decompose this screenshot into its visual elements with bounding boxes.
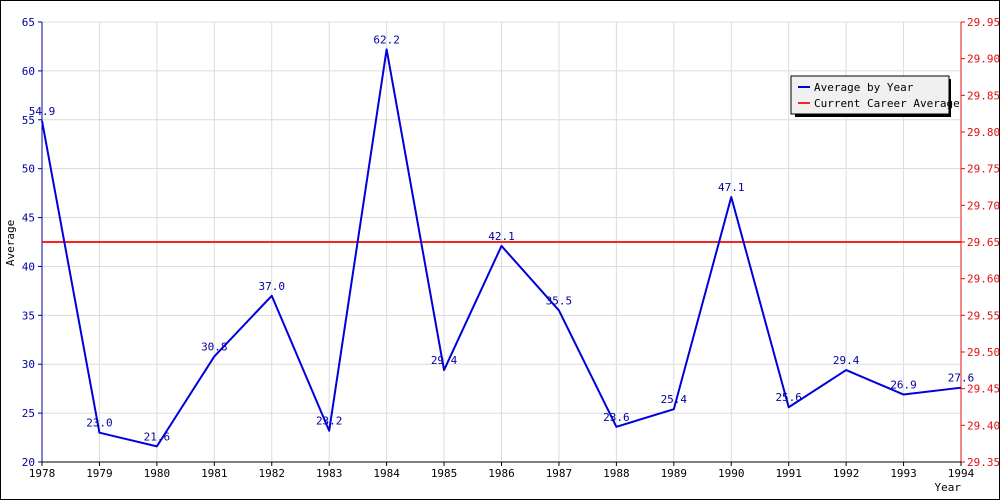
data-label: 62.2 <box>373 33 400 46</box>
data-label: 29.4 <box>431 354 458 367</box>
legend-box <box>790 75 950 115</box>
right-tick-label: 29.80 <box>967 126 1000 139</box>
left-tick-label: 35 <box>22 309 35 322</box>
legend: Average by Year Current Career Average <box>790 75 960 117</box>
left-tick-label: 25 <box>22 407 35 420</box>
left-tick-label: 40 <box>22 260 35 273</box>
data-label: 42.1 <box>488 230 515 243</box>
x-tick-label: 1985 <box>431 467 458 480</box>
right-tick-label: 29.35 <box>967 456 1000 469</box>
right-tick-label: 29.65 <box>967 236 1000 249</box>
data-label: 25.6 <box>775 391 802 404</box>
right-tick-label: 29.75 <box>967 163 1000 176</box>
x-tick-label: 1991 <box>775 467 802 480</box>
left-tick-label: 30 <box>22 358 35 371</box>
right-tick-label: 29.90 <box>967 53 1000 66</box>
series-line-average-by-year <box>41 48 962 448</box>
left-tick-label: 65 <box>22 16 35 29</box>
data-label: 47.1 <box>718 181 745 194</box>
right-y-axis-ticks: 29.35 29.40 29.45 29.50 29.55 29.60 29.65 29.70… <box>961 16 1000 469</box>
x-tick-label: 1983 <box>316 467 343 480</box>
left-y-axis-ticks: 20 25 30 35 40 45 50 55 60 65 <box>22 16 42 469</box>
x-tick-label: 1981 <box>201 467 228 480</box>
x-tick-label: 1978 <box>29 467 56 480</box>
data-label: 23.6 <box>603 411 630 424</box>
data-label: 30.8 <box>201 340 228 353</box>
data-label: 35.5 <box>546 294 573 307</box>
data-label: 23.2 <box>316 415 343 428</box>
x-tick-label: 1980 <box>144 467 171 480</box>
data-label: 54.9 <box>29 105 56 118</box>
x-tick-label: 1987 <box>546 467 573 480</box>
right-tick-label: 29.60 <box>967 273 1000 286</box>
x-tick-label: 1988 <box>603 467 630 480</box>
x-tick-label: 1986 <box>488 467 515 480</box>
x-tick-label: 1992 <box>833 467 860 480</box>
x-tick-label: 1984 <box>373 467 400 480</box>
legend-label-career-average: Current Career Average <box>814 97 960 110</box>
data-label: 21.6 <box>144 430 171 443</box>
x-axis-title: Year <box>935 481 962 494</box>
right-tick-label: 29.70 <box>967 199 1000 212</box>
x-tick-label: 1982 <box>259 467 286 480</box>
right-tick-label: 29.95 <box>967 16 1000 29</box>
x-tick-label: 1990 <box>718 467 745 480</box>
data-labels: 54.9 23.0 21.6 30.8 37.0 23.2 62.2 29.4 42.1 35.5… <box>29 33 975 443</box>
data-label: 25.4 <box>661 393 688 406</box>
right-tick-label: 29.50 <box>967 346 1000 359</box>
left-tick-label: 50 <box>22 163 35 176</box>
right-tick-label: 29.85 <box>967 89 1000 102</box>
data-label: 27.6 <box>948 372 975 385</box>
data-label: 26.9 <box>890 379 917 392</box>
legend-label-average-by-year: Average by Year <box>814 81 914 94</box>
data-label: 29.4 <box>833 354 860 367</box>
series-average-by-year <box>41 48 962 448</box>
left-tick-label: 55 <box>22 114 35 127</box>
left-tick-label: 20 <box>22 456 35 469</box>
left-tick-label: 45 <box>22 212 35 225</box>
data-label: 23.0 <box>86 417 113 430</box>
right-tick-label: 29.55 <box>967 309 1000 322</box>
left-tick-label: 60 <box>22 65 35 78</box>
y-axis-title: Average <box>4 220 17 266</box>
x-tick-label: 1993 <box>890 467 917 480</box>
right-tick-label: 29.45 <box>967 383 1000 396</box>
x-axis-ticks: 1978 1979 1980 1981 1982 1983 1984 1985 1986 1987… <box>29 462 975 480</box>
data-label: 37.0 <box>259 280 286 293</box>
x-tick-label: 1979 <box>86 467 113 480</box>
x-tick-label: 1994 <box>948 467 975 480</box>
right-tick-label: 29.40 <box>967 419 1000 432</box>
x-tick-label: 1989 <box>661 467 688 480</box>
